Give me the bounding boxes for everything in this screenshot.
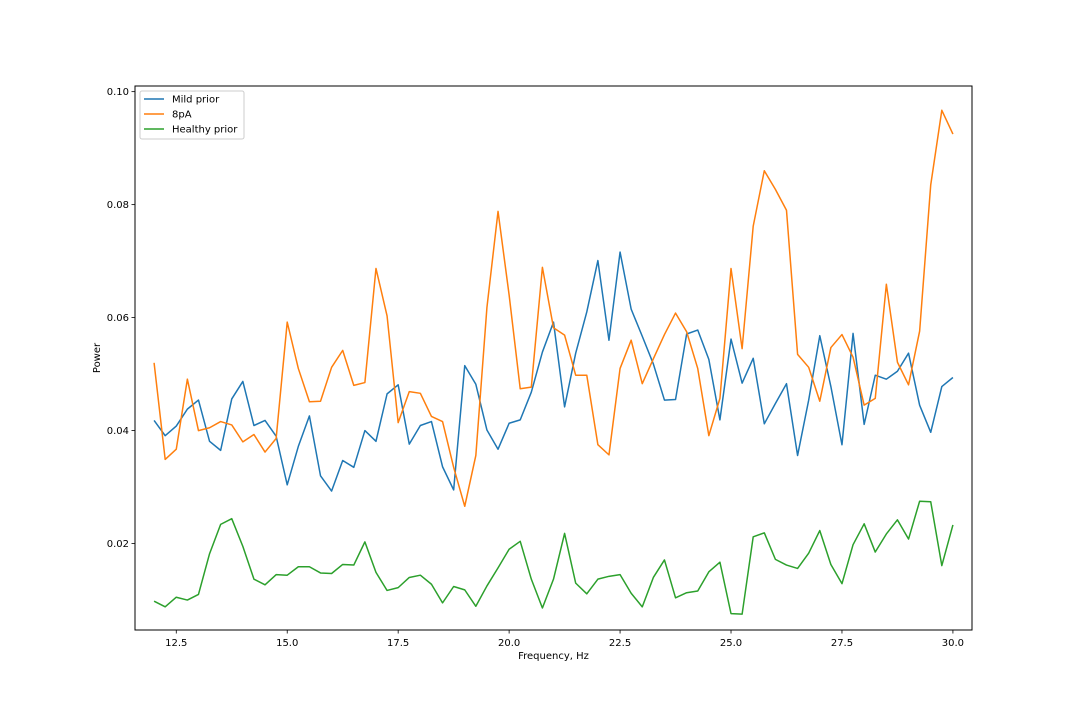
legend: Mild prior 8pA Healthy prior bbox=[139, 90, 245, 140]
legend-label-1: 8pA bbox=[172, 110, 192, 121]
x-axis-label: Frequency, Hz bbox=[518, 651, 589, 662]
y-tick-label: 0.04 bbox=[107, 426, 129, 437]
series-line-2 bbox=[153, 500, 954, 615]
plot-lines bbox=[153, 109, 954, 615]
x-tick-label: 30.0 bbox=[942, 638, 964, 649]
y-tick-label: 0.06 bbox=[107, 313, 129, 324]
x-tick-label: 22.5 bbox=[609, 638, 631, 649]
legend-label-0: Mild prior bbox=[172, 95, 220, 106]
y-tick-label: 0.08 bbox=[107, 200, 129, 211]
y-tick-label: 0.10 bbox=[107, 87, 129, 98]
legend-frame bbox=[139, 90, 245, 140]
x-tick-label: 25.0 bbox=[720, 638, 742, 649]
y-axis: 0.02 0.04 0.06 0.08 0.10 bbox=[107, 87, 135, 550]
legend-label-2: Healthy prior bbox=[172, 125, 238, 136]
series-line-0 bbox=[153, 251, 954, 492]
axes-frame bbox=[134, 85, 973, 631]
x-axis: 12.5 15.0 17.5 20.0 22.5 25.0 27.5 30.0 bbox=[165, 630, 964, 649]
x-tick-label: 12.5 bbox=[165, 638, 187, 649]
x-tick-label: 20.0 bbox=[498, 638, 520, 649]
x-tick-label: 27.5 bbox=[831, 638, 853, 649]
series-line-1 bbox=[153, 109, 954, 508]
y-tick-label: 0.02 bbox=[107, 539, 129, 550]
x-tick-label: 15.0 bbox=[276, 638, 298, 649]
y-axis-label: Power bbox=[92, 342, 103, 373]
x-tick-label: 17.5 bbox=[387, 638, 409, 649]
